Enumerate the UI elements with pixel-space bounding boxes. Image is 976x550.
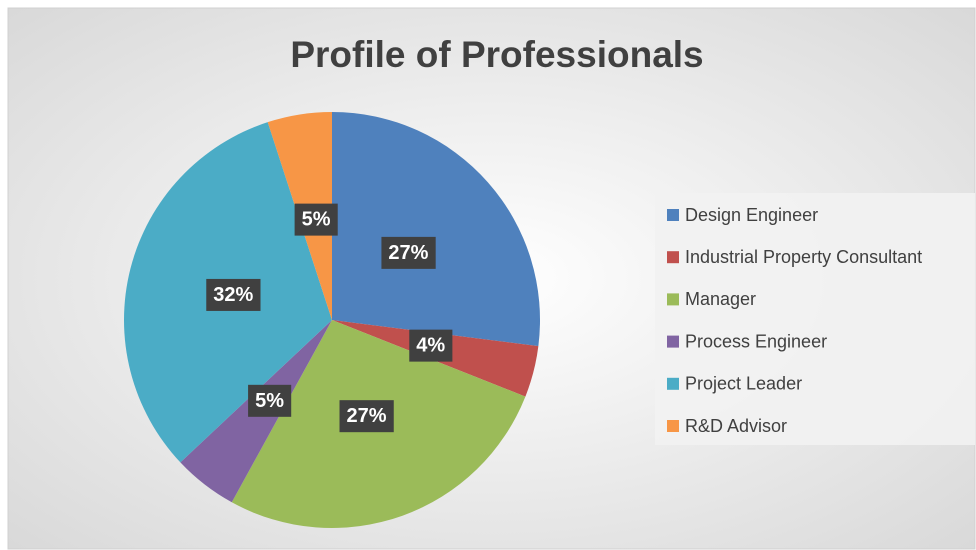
legend-label: Industrial Property Consultant [685, 247, 922, 267]
legend-label: Process Engineer [685, 331, 827, 351]
data-label: 27% [347, 405, 387, 427]
pie-slice [332, 112, 540, 347]
legend-box [655, 193, 975, 445]
data-labels: 27% 4% 27% 5% 32% 5% [206, 203, 453, 433]
data-label: 5% [302, 209, 331, 231]
pie [123, 112, 540, 528]
data-label: 4% [416, 335, 445, 357]
data-label: 27% [388, 242, 428, 264]
data-label-box [381, 236, 436, 269]
legend-swatch [667, 377, 679, 390]
data-label: 32% [213, 284, 253, 306]
legend-swatch [667, 420, 679, 432]
data-label-box [248, 384, 292, 417]
legend: Design Engineer Industrial Property Consu… [667, 205, 922, 436]
legend-swatch [667, 293, 679, 306]
data-label-box [294, 203, 338, 236]
legend-swatch [667, 251, 679, 264]
chart-title: Profile of Professionals [290, 34, 703, 75]
legend-label: R&D Advisor [685, 416, 787, 436]
data-label: 5% [255, 390, 284, 412]
legend-label: Project Leader [685, 374, 802, 394]
legend-label: Manager [685, 289, 756, 309]
data-label-box [409, 329, 453, 362]
legend-label: Design Engineer [685, 205, 818, 225]
legend-swatch [667, 335, 679, 348]
legend-swatch [667, 209, 679, 221]
data-label-box [206, 278, 261, 311]
data-label-box [339, 400, 394, 433]
